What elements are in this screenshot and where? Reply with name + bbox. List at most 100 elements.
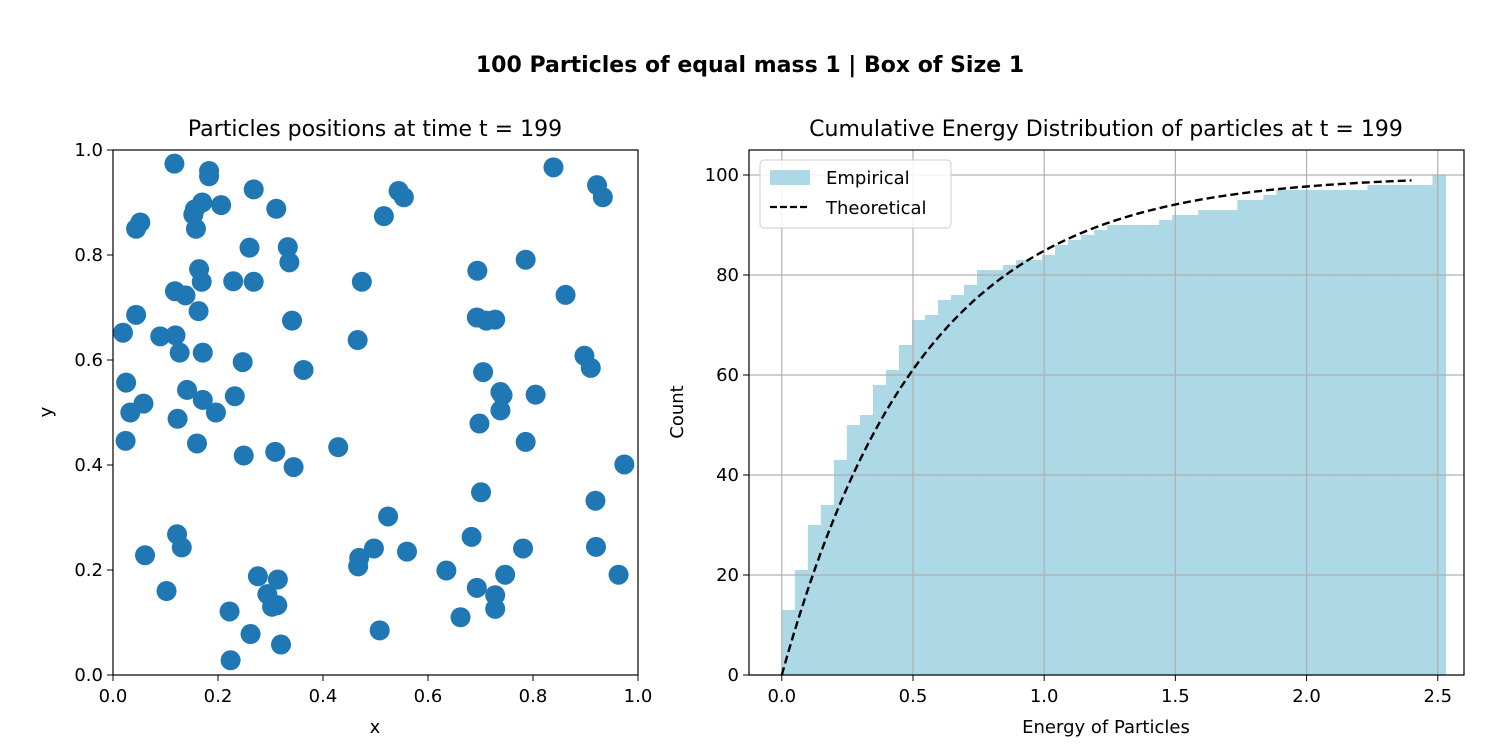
energy-xtick-label: 1.0 <box>1030 686 1059 707</box>
scatter-point <box>614 454 635 475</box>
scatter-point <box>580 357 601 378</box>
histogram-bar <box>1237 200 1251 675</box>
scatter-point <box>466 577 487 598</box>
scatter-point <box>232 352 253 373</box>
scatter-point <box>243 271 264 292</box>
scatter-point <box>223 271 244 292</box>
scatter-ytick-label: 1.0 <box>74 140 103 161</box>
scatter-point <box>348 556 369 577</box>
scatter-point <box>543 157 564 178</box>
histogram-bar <box>1146 225 1160 675</box>
scatter-point <box>515 249 536 270</box>
histogram-bar <box>1068 240 1082 675</box>
histogram-bar <box>1042 255 1056 675</box>
histogram-bar <box>898 345 913 675</box>
scatter-axes: Particles positions at time t = 199 0.0 0… <box>36 117 652 738</box>
histogram-bar <box>781 610 796 675</box>
energy-legend: Empirical Theoretical <box>759 159 952 229</box>
scatter-point <box>351 271 372 292</box>
energy-xlabel: Energy of Particles <box>1022 717 1190 738</box>
scatter-point <box>177 379 198 400</box>
histogram-bar <box>807 525 822 675</box>
scatter-point <box>469 413 490 434</box>
histogram-bar <box>1380 185 1395 675</box>
scatter-point <box>126 218 147 239</box>
histogram-bar <box>1289 190 1303 675</box>
scatter-point <box>485 598 506 619</box>
scatter-point <box>116 372 137 393</box>
histogram-bar <box>1354 190 1369 675</box>
histogram-bar <box>1211 210 1225 675</box>
histogram-bar <box>1432 175 1447 675</box>
histogram-bar <box>990 270 1004 675</box>
scatter-point <box>592 187 613 208</box>
histogram-bar <box>1419 185 1434 675</box>
energy-xtick-label: 1.5 <box>1161 686 1190 707</box>
energy-ytick-label: 100 <box>705 165 739 186</box>
scatter-point <box>393 187 414 208</box>
scatter-point <box>171 537 192 558</box>
scatter-point <box>120 402 141 423</box>
energy-ylabel: Count <box>667 385 688 438</box>
scatter-point <box>525 384 546 405</box>
scatter-point <box>495 564 516 585</box>
scatter-point <box>267 569 288 590</box>
scatter-xtick-label: 1.0 <box>624 686 653 707</box>
scatter-ytick-label: 0.0 <box>74 665 103 686</box>
histogram-bar <box>1224 210 1238 675</box>
energy-xtick-label: 0.0 <box>767 686 796 707</box>
scatter-point <box>191 271 212 292</box>
legend-empirical-swatch <box>770 170 810 185</box>
scatter-point <box>175 285 196 306</box>
histogram-bar <box>1172 215 1186 675</box>
scatter-point <box>192 342 213 363</box>
scatter-point <box>126 304 147 325</box>
scatter-point <box>156 581 177 601</box>
scatter-point <box>473 362 494 383</box>
scatter-point <box>233 445 254 466</box>
energy-ytick-label: 20 <box>716 565 739 586</box>
histogram-bar <box>963 285 978 675</box>
scatter-point <box>515 431 536 452</box>
scatter-point <box>115 430 136 451</box>
scatter-xtick-label: 0.6 <box>414 686 443 707</box>
theoretical-curve <box>780 179 1412 676</box>
histogram-bar <box>1081 235 1095 675</box>
histogram-bar <box>1198 210 1212 675</box>
scatter-point <box>461 526 482 547</box>
scatter-point <box>277 237 298 258</box>
histogram-bar <box>1107 225 1121 675</box>
histogram-bar <box>937 300 952 675</box>
energy-ytick-label: 80 <box>716 265 739 286</box>
scatter-point <box>135 545 156 566</box>
histogram-bar <box>846 425 861 675</box>
histogram-bar <box>1341 190 1356 675</box>
scatter-point <box>243 179 264 200</box>
scatter-ytick-label: 0.6 <box>74 350 103 371</box>
scatter-point <box>369 620 390 641</box>
histogram-bar <box>1159 220 1173 675</box>
scatter-point <box>467 260 488 281</box>
scatter-point <box>167 408 188 429</box>
histogram-bar <box>1315 190 1329 675</box>
scatter-point <box>240 624 261 645</box>
scatter-point <box>608 564 629 585</box>
scatter-point <box>363 538 384 559</box>
scatter-point <box>220 650 241 671</box>
scatter-point <box>282 310 303 331</box>
legend-theoretical-label: Theoretical <box>825 198 927 219</box>
histogram-bar <box>1250 200 1264 675</box>
scatter-xtick-label: 0.4 <box>309 686 338 707</box>
histogram-bar <box>1003 265 1017 675</box>
histogram-bar <box>1263 195 1277 675</box>
energy-ytick-label: 40 <box>716 465 739 486</box>
scatter-point <box>239 237 260 258</box>
histogram-bar <box>1367 185 1382 675</box>
scatter-point <box>492 385 513 406</box>
scatter-point <box>293 359 314 380</box>
legend-empirical-label: Empirical <box>826 168 910 189</box>
scatter-point <box>378 506 399 527</box>
scatter-points <box>112 153 635 671</box>
histogram-bar <box>820 505 835 675</box>
